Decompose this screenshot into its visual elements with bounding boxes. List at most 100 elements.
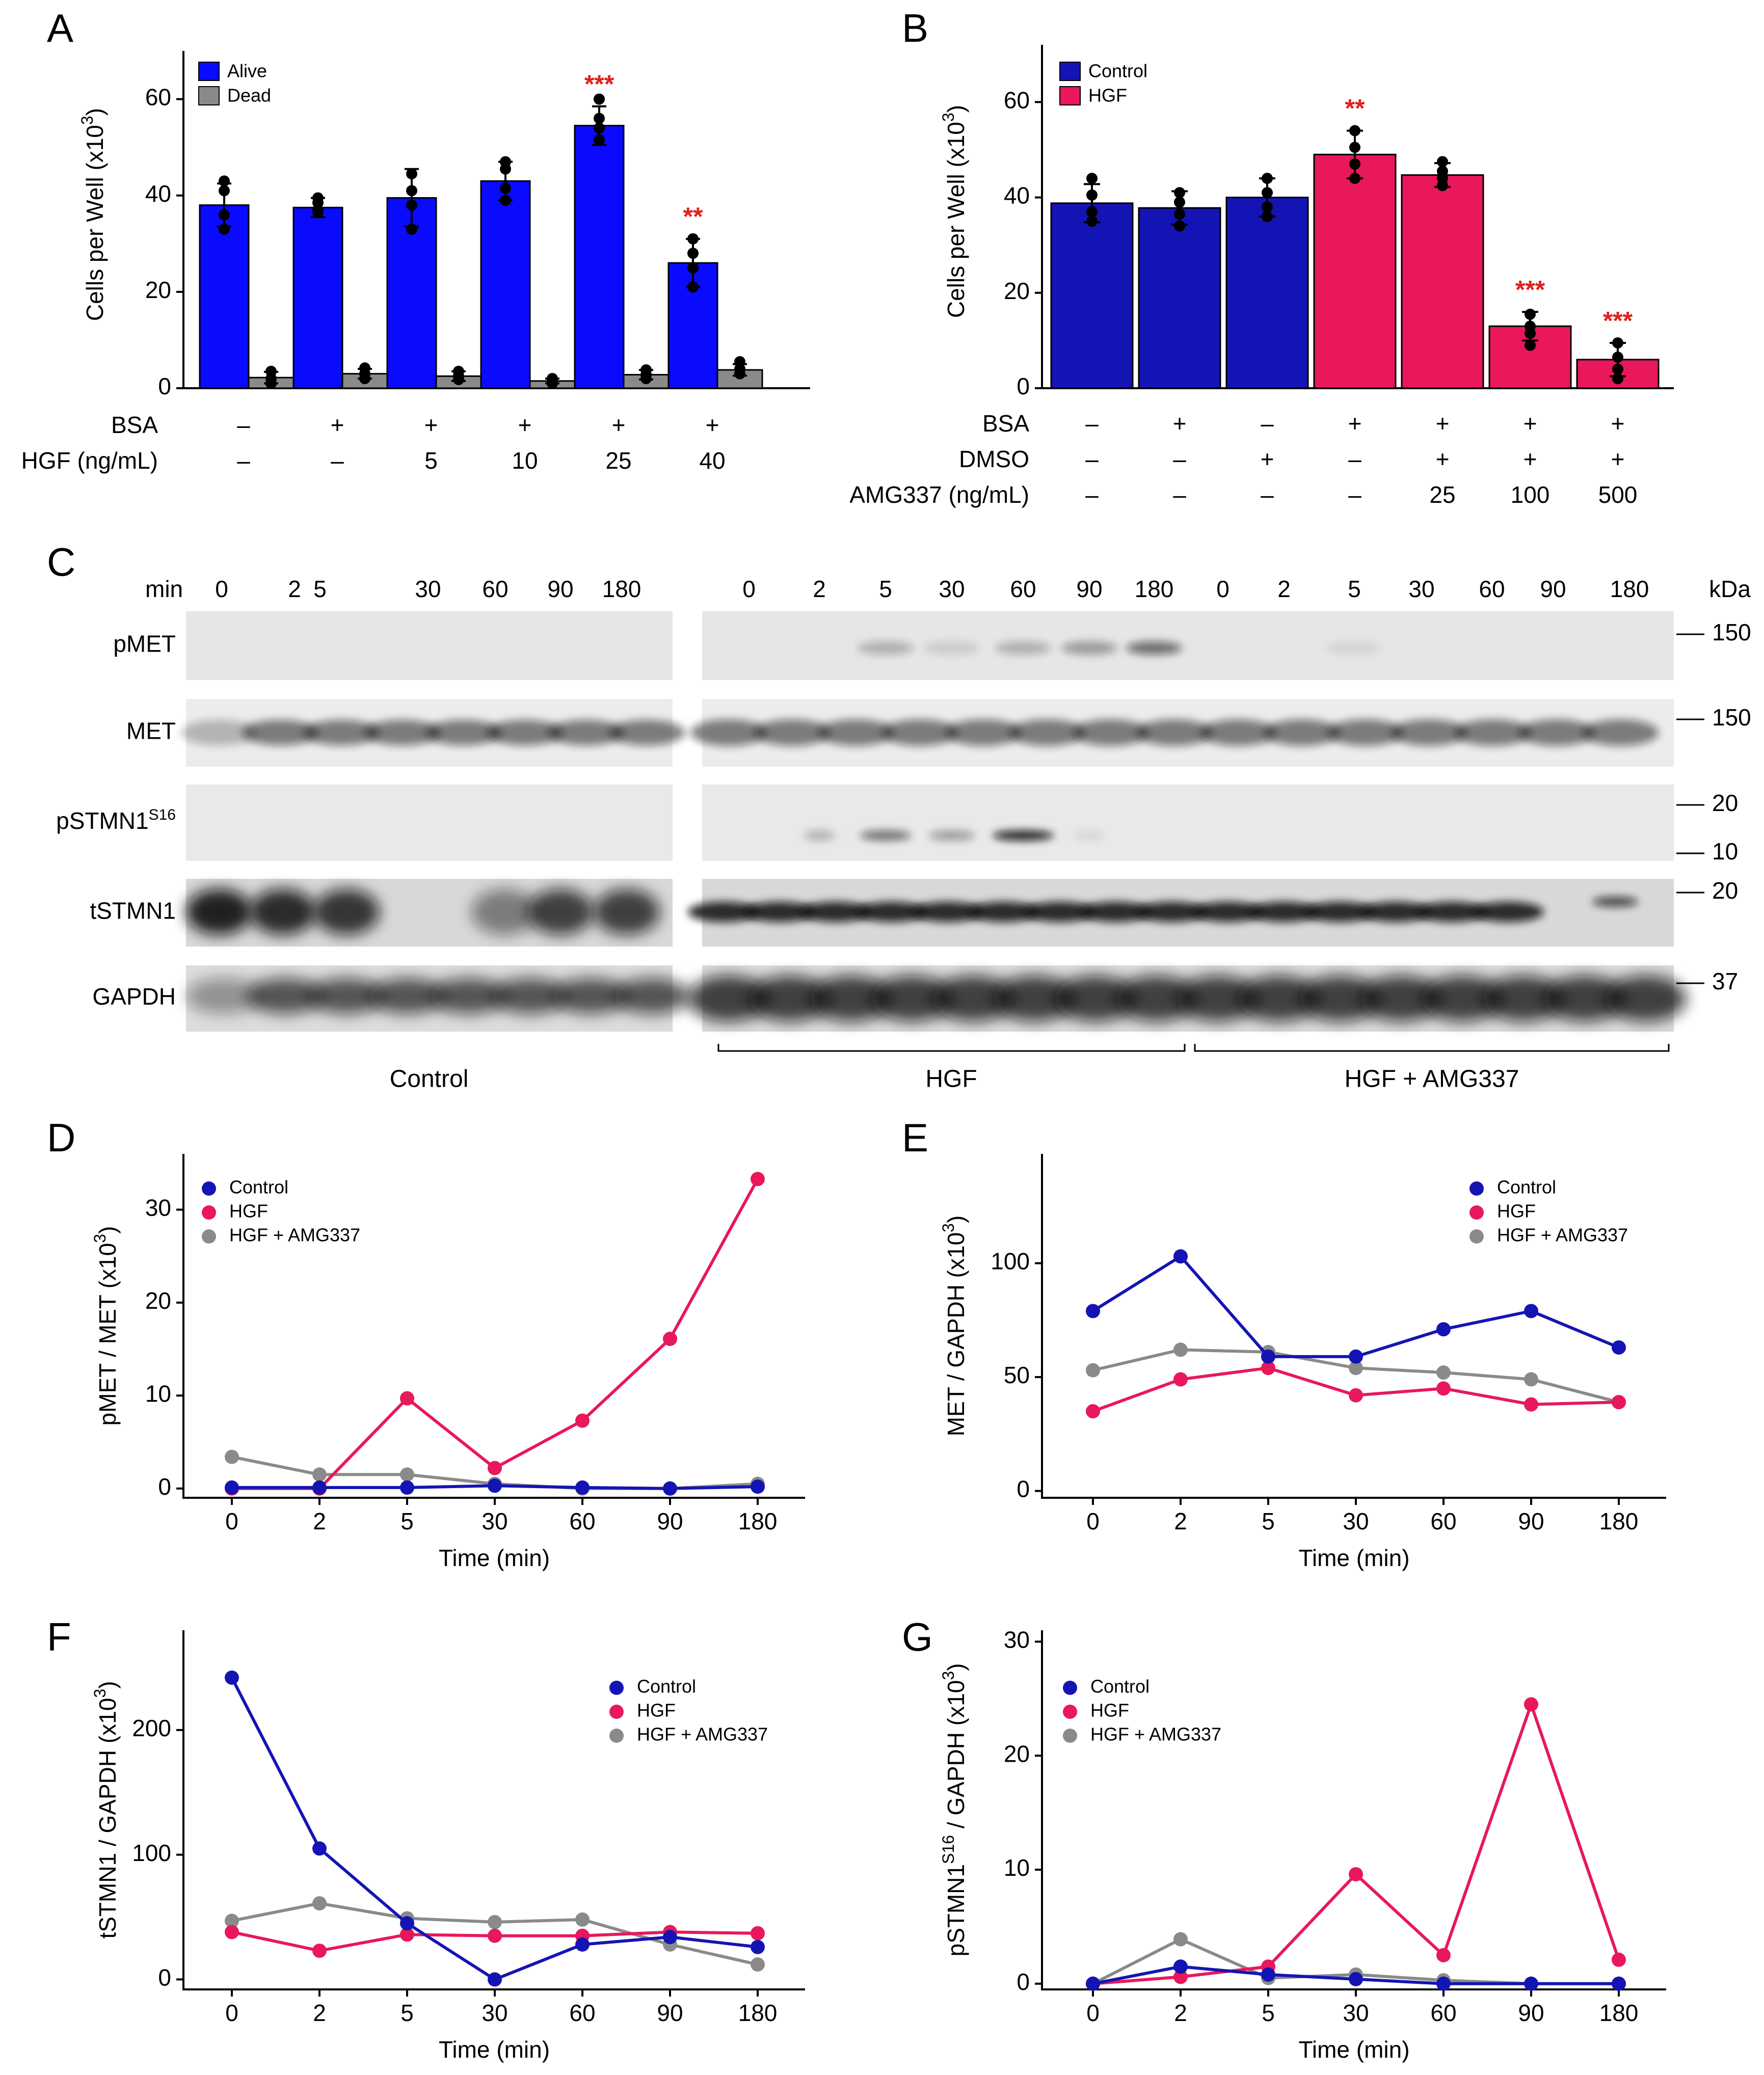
band-gapdh bbox=[871, 976, 953, 1021]
condition-value: 25 bbox=[605, 447, 631, 474]
data-dot bbox=[1262, 211, 1273, 222]
y-axis-label: MET / GAPDH (x103) bbox=[939, 1216, 969, 1437]
band-tstmn1 bbox=[1360, 902, 1432, 922]
legend-marker bbox=[202, 1229, 216, 1244]
y-tick-label: 20 bbox=[145, 277, 171, 303]
blot-row-label-text: pMET bbox=[113, 631, 176, 657]
panel-d-chart: 0 10 20 30 0 2 5 30 60 90 180 Time (min) Control HGF H… bbox=[145, 1154, 805, 1571]
y-axis-label-main: Cells per Well (x10 bbox=[82, 125, 108, 321]
x-tick-label: 90 bbox=[657, 1508, 683, 1534]
band-met bbox=[1582, 719, 1659, 746]
y-tick-label: 50 bbox=[1004, 1362, 1030, 1388]
point-hgf bbox=[1173, 1970, 1188, 1984]
band-gapdh bbox=[1116, 976, 1197, 1021]
legend: Control HGF HGF + AMG337 bbox=[202, 1177, 360, 1246]
x-tick-label: 180 bbox=[1599, 2000, 1639, 2026]
condition-label: HGF (ng/mL) bbox=[21, 447, 158, 474]
legend-marker bbox=[1063, 1705, 1077, 1719]
band-met bbox=[1518, 719, 1595, 746]
x-tick-label: 0 bbox=[1086, 2000, 1100, 2026]
point-control bbox=[1261, 1349, 1275, 1364]
band-met bbox=[754, 719, 831, 746]
band-met bbox=[818, 719, 894, 746]
y-tick-label: 20 bbox=[1004, 278, 1030, 304]
condition-label: AMG337 (ng/mL) bbox=[849, 481, 1029, 508]
data-dot bbox=[1525, 339, 1536, 351]
point-hgf-amg337 bbox=[1173, 1932, 1188, 1947]
band-met bbox=[548, 720, 624, 745]
condition-value: – bbox=[1348, 446, 1361, 472]
panel-f-letter: F bbox=[47, 1614, 71, 1659]
point-hgf bbox=[1612, 1952, 1626, 1967]
legend-marker bbox=[1063, 1681, 1077, 1695]
bar bbox=[1050, 202, 1134, 389]
point-control bbox=[1173, 1249, 1188, 1264]
data-dot bbox=[1086, 215, 1098, 227]
lane-time-label: 0 bbox=[742, 576, 756, 602]
band-gapdh bbox=[1299, 976, 1381, 1021]
condition-value: – bbox=[1085, 446, 1099, 472]
x-tick-label: 60 bbox=[1430, 1508, 1456, 1534]
blot-row-label: GAPDH bbox=[92, 983, 176, 1010]
legend-marker bbox=[1063, 1729, 1077, 1743]
point-control bbox=[1086, 1976, 1100, 1991]
y-axis-label-sup: S16 bbox=[939, 1835, 957, 1864]
kda-marker-label: 20 bbox=[1712, 877, 1738, 904]
data-dot bbox=[687, 262, 699, 274]
y-axis-label-sup: 3 bbox=[91, 1689, 109, 1698]
legend-swatch bbox=[198, 86, 220, 105]
band-gapdh bbox=[1605, 976, 1687, 1021]
point-hgf bbox=[1524, 1397, 1538, 1412]
point-hgf bbox=[225, 1925, 239, 1939]
bar-dead bbox=[623, 374, 670, 389]
point-control bbox=[225, 1480, 239, 1495]
data-dot bbox=[359, 373, 370, 385]
legend-label: HGF bbox=[1088, 85, 1127, 106]
legend-label: HGF bbox=[637, 1700, 676, 1721]
band-tstmn1 bbox=[968, 902, 1039, 922]
data-dot bbox=[594, 134, 605, 146]
band-gapdh bbox=[369, 978, 446, 1014]
data-dot bbox=[1437, 156, 1448, 168]
y-axis-label-sup: 3 bbox=[91, 1234, 109, 1243]
lane-time-label: 90 bbox=[1076, 576, 1102, 602]
condition-value: + bbox=[1436, 446, 1450, 472]
band-met bbox=[1200, 719, 1276, 746]
legend-marker bbox=[202, 1205, 216, 1220]
x-tick-label: 180 bbox=[1599, 1508, 1639, 1534]
point-control bbox=[1524, 1304, 1538, 1318]
lane-time-label: 60 bbox=[1479, 576, 1505, 602]
y-axis-label-main: tSTMN1 / GAPDH (x10 bbox=[94, 1698, 121, 1939]
legend-label: Control bbox=[229, 1177, 288, 1198]
x-axis-label: Time (min) bbox=[1298, 1545, 1409, 1571]
band-met bbox=[425, 720, 502, 745]
legend-label: HGF + AMG337 bbox=[1090, 1724, 1221, 1745]
condition-value: + bbox=[1611, 446, 1625, 472]
group-label-hgf-amg337: HGF + AMG337 bbox=[1345, 1066, 1519, 1093]
band-pstmn1 bbox=[1074, 830, 1105, 841]
legend-label: Control bbox=[637, 1676, 696, 1697]
x-tick-label: 0 bbox=[225, 1508, 238, 1534]
y-tick-label: 20 bbox=[1004, 1740, 1030, 1767]
point-control bbox=[575, 1480, 590, 1495]
condition-value: – bbox=[331, 447, 344, 474]
data-dot bbox=[219, 223, 230, 235]
bar-alive bbox=[386, 197, 437, 389]
y-tick-label: 40 bbox=[145, 180, 171, 207]
point-hgf bbox=[400, 1927, 414, 1942]
data-dot bbox=[547, 378, 558, 389]
lane-time-label: 180 bbox=[1610, 576, 1649, 602]
condition-value: + bbox=[424, 412, 438, 438]
y-axis-label-close: ) bbox=[94, 1226, 121, 1234]
y-tick-label: 0 bbox=[1017, 1969, 1030, 1995]
condition-label: DMSO bbox=[959, 446, 1029, 472]
band-met bbox=[1455, 719, 1531, 746]
point-hgf bbox=[1436, 1381, 1451, 1396]
band-tstmn1 bbox=[1080, 902, 1152, 922]
data-dot bbox=[1086, 206, 1098, 218]
x-tick-label: 2 bbox=[313, 1508, 326, 1534]
condition-value: 5 bbox=[424, 447, 438, 474]
lane-time-label: 2 bbox=[1277, 576, 1291, 602]
